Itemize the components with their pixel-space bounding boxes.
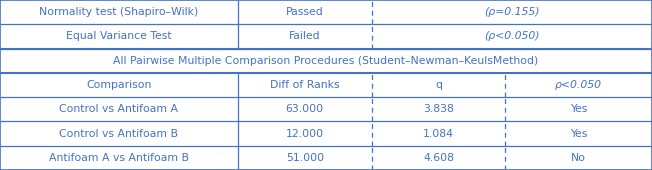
Text: Normality test (Shapiro–Wilk): Normality test (Shapiro–Wilk) [39,7,199,17]
Text: Control vs Antifoam A: Control vs Antifoam A [59,104,179,114]
Text: 1.084: 1.084 [423,129,454,139]
Text: Passed: Passed [286,7,323,17]
Text: 3.838: 3.838 [423,104,454,114]
Text: No: No [571,153,586,163]
Text: Antifoam A vs Antifoam B: Antifoam A vs Antifoam B [49,153,189,163]
Text: Comparison: Comparison [86,80,152,90]
Text: 4.608: 4.608 [423,153,454,163]
Text: Yes: Yes [570,104,587,114]
Text: 12.000: 12.000 [286,129,324,139]
Text: (ρ=0.155): (ρ=0.155) [484,7,540,17]
Text: ρ<0.050: ρ<0.050 [555,80,602,90]
Text: Equal Variance Test: Equal Variance Test [66,31,172,41]
Text: 51.000: 51.000 [286,153,324,163]
Text: q: q [435,80,442,90]
Text: 63.000: 63.000 [286,104,324,114]
Text: (ρ<0.050): (ρ<0.050) [484,31,540,41]
Text: Diff of Ranks: Diff of Ranks [270,80,340,90]
Text: Failed: Failed [289,31,321,41]
Text: All Pairwise Multiple Comparison Procedures (Student–Newman–KeulsMethod): All Pairwise Multiple Comparison Procedu… [113,56,539,66]
Text: Control vs Antifoam B: Control vs Antifoam B [59,129,179,139]
Text: Yes: Yes [570,129,587,139]
